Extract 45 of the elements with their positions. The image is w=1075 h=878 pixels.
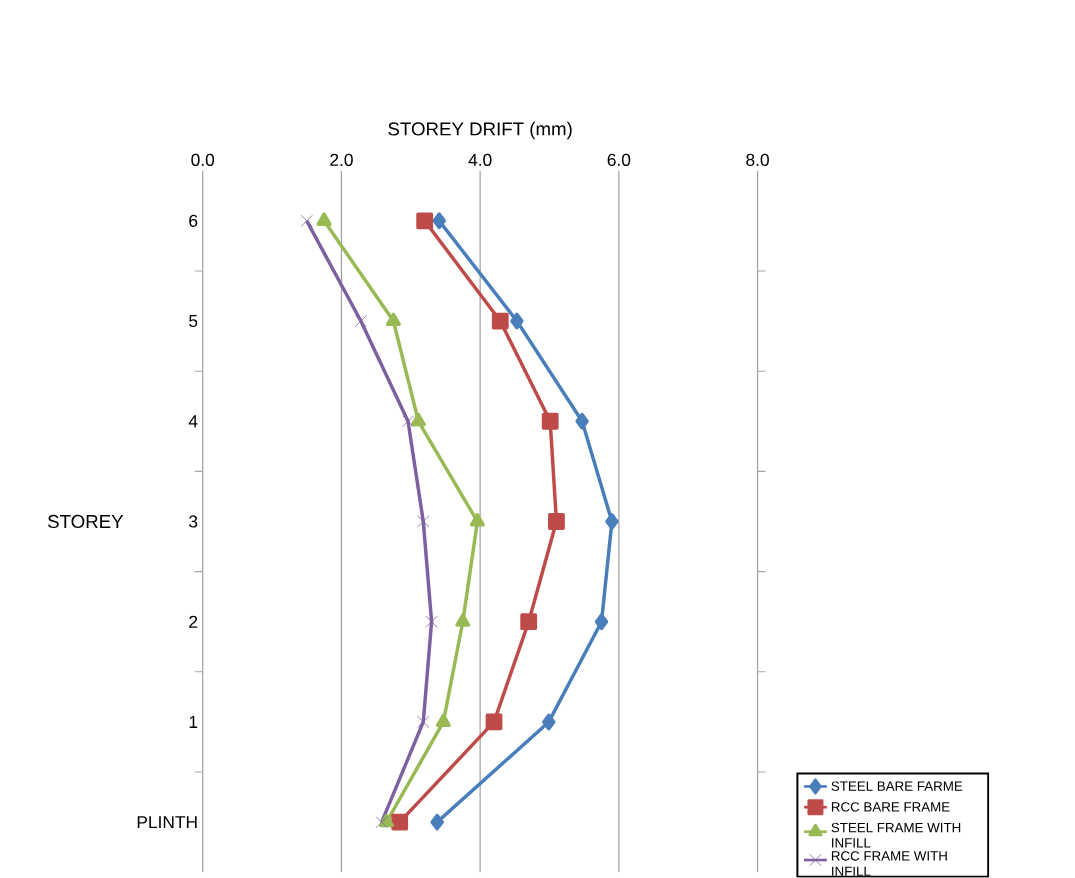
point <box>541 413 559 430</box>
point <box>425 615 438 628</box>
point <box>575 413 589 430</box>
point <box>300 214 313 228</box>
y-axis-title: STOREY <box>48 515 124 529</box>
y-tick-label: 2 <box>189 615 198 628</box>
point <box>548 513 565 531</box>
point <box>417 716 430 729</box>
point <box>510 312 524 330</box>
point <box>469 513 485 527</box>
point <box>520 613 538 631</box>
point <box>455 613 471 627</box>
point <box>375 816 388 829</box>
x-tick-label: 6.0 <box>607 153 631 167</box>
point <box>542 713 556 731</box>
point <box>594 613 609 631</box>
point <box>354 315 367 328</box>
y-tick-label: 1 <box>189 716 198 729</box>
point <box>410 413 426 427</box>
point <box>491 312 509 330</box>
y-tick-label: PLINTH <box>137 816 197 829</box>
point <box>432 212 446 230</box>
point <box>385 312 401 327</box>
x-axis-title: STOREY DRIFT (mm) <box>388 122 572 140</box>
point <box>435 713 451 728</box>
x-tick-label: 4.0 <box>468 153 492 167</box>
legend-label: RCC BARE FRAME <box>831 802 950 812</box>
y-tick-label: 5 <box>189 315 198 328</box>
legend-label: STEEL FRAME WITH INFILL <box>831 823 961 848</box>
y-tick-label: 4 <box>188 415 198 428</box>
point <box>316 212 332 227</box>
x-tick-label: 0.0 <box>191 153 215 167</box>
y-tick-label: 3 <box>189 515 198 528</box>
y-tick-label: 6 <box>189 214 198 228</box>
x-tick-label: 8.0 <box>746 153 769 167</box>
point <box>416 212 434 230</box>
point <box>485 713 503 731</box>
legend-label: STEEL BARE FARME <box>831 781 963 792</box>
point <box>430 813 444 831</box>
point <box>605 513 619 531</box>
point <box>401 415 415 428</box>
legend-label: RCC FRAME WITH INFILL <box>831 851 947 877</box>
point <box>417 515 430 528</box>
point <box>391 813 409 831</box>
x-tick-label: 2.0 <box>330 153 353 167</box>
